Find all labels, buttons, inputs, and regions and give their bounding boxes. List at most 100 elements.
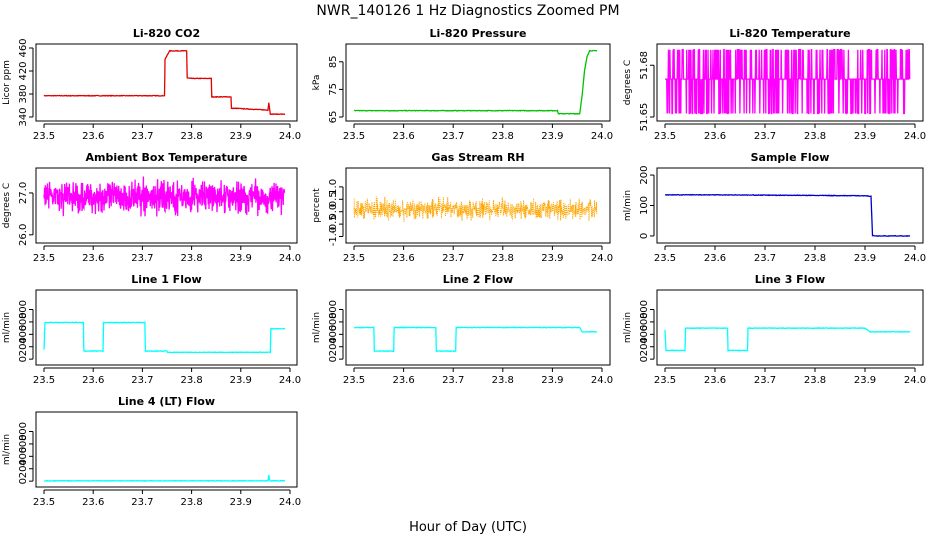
x-tick-label: 23.9 (854, 253, 876, 264)
x-tick-label: 23.6 (704, 131, 726, 142)
x-tick-label: 23.6 (82, 375, 104, 386)
x-tick-label: 23.5 (33, 497, 55, 508)
y-tick-label: 600 (328, 312, 339, 331)
chart-panel-1: Li-820 CO2 23.5 23.6 23.7 23.8 23.9 24.0 340 380… (2, 27, 301, 142)
x-tick-label: 23.7 (442, 253, 464, 264)
y-tick-label: 800 (18, 300, 29, 319)
y-tick-label: 0 (639, 356, 650, 362)
x-tick-label: 24.0 (279, 375, 301, 386)
x-tick-label: 23.8 (180, 375, 202, 386)
series-line (353, 196, 598, 223)
y-tick-label: 200 (18, 337, 29, 356)
plot-frame (345, 167, 611, 244)
plot-frame (656, 289, 924, 366)
y-axis-label: ml/min (2, 312, 12, 343)
panel-title: Gas Stream RH (431, 151, 524, 164)
x-tick-label: 23.7 (754, 375, 776, 386)
y-tick-label: 75 (328, 83, 339, 96)
y-axis-label: ml/min (623, 190, 633, 221)
panel-title: Sample Flow (751, 151, 830, 164)
y-tick-label: 340 (18, 107, 29, 126)
x-tick-label: 24.0 (591, 131, 613, 142)
x-tick-label: 23.6 (392, 131, 414, 142)
series-line (354, 49, 598, 115)
panel-title: Line 3 Flow (755, 273, 825, 286)
series-line (43, 176, 286, 217)
x-tick-label: 23.8 (180, 253, 202, 264)
series-line (43, 321, 286, 354)
x-tick-label: 24.0 (279, 131, 301, 142)
panel-title: Li-820 Pressure (430, 27, 527, 40)
x-tick-label: 24.0 (279, 497, 301, 508)
y-tick-label: 800 (639, 300, 650, 319)
y-tick-label: 51.68 (639, 51, 650, 80)
y-tick-label: -1.0 (328, 227, 339, 247)
x-tick-label: 23.7 (442, 131, 464, 142)
x-tick-label: 24.0 (279, 253, 301, 264)
x-tick-label: 23.8 (180, 131, 202, 142)
panel-title: Ambient Box Temperature (86, 151, 248, 164)
y-tick-label: 600 (639, 312, 650, 331)
series-line (664, 193, 911, 238)
x-tick-label: 23.6 (392, 253, 414, 264)
x-tick-label: 23.8 (492, 375, 514, 386)
x-tick-label: 23.5 (343, 375, 365, 386)
chart-panel-3: Li-820 Temperature 23.5 23.6 23.7 23.8 23.9 24… (623, 27, 926, 142)
x-tick-label: 23.7 (131, 131, 153, 142)
y-tick-label: 200 (639, 165, 650, 184)
x-tick-label: 23.9 (541, 253, 563, 264)
y-axis-label: ml/min (623, 312, 633, 343)
x-tick-label: 23.7 (754, 131, 776, 142)
y-tick-label: -0.5 (328, 214, 339, 234)
y-tick-label: 400 (18, 447, 29, 466)
y-tick-label: 0 (328, 356, 339, 362)
x-tick-label: 23.9 (854, 131, 876, 142)
figure-title: NWR_140126 1 Hz Diagnostics Zoomed PM (316, 3, 619, 19)
chart-panel-4: Ambient Box Temperature 23.5 23.6 23.7 23.8 2… (2, 151, 301, 264)
x-axis-label: Hour of Day (UTC) (409, 520, 527, 535)
x-tick-label: 23.6 (82, 497, 104, 508)
panel-title: Line 2 Flow (443, 273, 513, 286)
y-tick-label: 460 (18, 38, 29, 57)
series-line (665, 49, 911, 115)
x-tick-label: 24.0 (904, 375, 926, 386)
panel-title: Li-820 CO2 (133, 27, 200, 40)
y-tick-label: 600 (18, 312, 29, 331)
x-tick-label: 23.8 (492, 253, 514, 264)
y-tick-label: 200 (18, 459, 29, 478)
panel-title: Li-820 Temperature (729, 27, 850, 40)
y-tick-label: 26.0 (18, 224, 29, 246)
x-tick-label: 23.6 (704, 375, 726, 386)
x-tick-label: 24.0 (904, 131, 926, 142)
y-axis-label: percent (312, 188, 322, 223)
x-tick-label: 23.9 (541, 375, 563, 386)
y-axis-label: ml/min (312, 312, 322, 343)
y-tick-label: 400 (328, 325, 339, 344)
y-tick-label: 0.0 (328, 204, 339, 220)
x-tick-label: 23.7 (442, 375, 464, 386)
y-axis-label: degrees C (623, 60, 633, 105)
y-tick-label: 51.65 (639, 103, 650, 132)
chart-panel-2: Li-820 Pressure 23.5 23.6 23.7 23.8 23.9 24.0 6… (312, 27, 613, 142)
plot-frame (656, 167, 924, 244)
chart-panel-10: Line 4 (LT) Flow 23.5 23.6 23.7 23.8 23.9 24.0… (2, 395, 301, 508)
series-line (353, 326, 598, 353)
y-tick-label: 800 (328, 300, 339, 319)
series-line (43, 49, 286, 116)
y-axis-label: Licor ppm (2, 60, 12, 105)
x-tick-label: 23.9 (230, 253, 252, 264)
y-axis-label: ml/min (2, 434, 12, 465)
x-tick-label: 23.5 (33, 131, 55, 142)
chart-panel-9: Line 3 Flow 23.5 23.6 23.7 23.8 23.9 24.0 02004… (623, 273, 926, 386)
plot-frame (656, 43, 924, 122)
chart-panel-5: Gas Stream RH 23.5 23.6 23.7 23.8 23.9 24.0 -1.… (312, 151, 613, 264)
y-tick-label: 420 (18, 61, 29, 80)
x-tick-label: 24.0 (591, 375, 613, 386)
plot-frame (345, 43, 611, 122)
series-line (664, 327, 911, 352)
chart-panel-8: Line 2 Flow 23.5 23.6 23.7 23.8 23.9 24.0 02004… (312, 273, 613, 386)
y-tick-label: 65 (328, 111, 339, 124)
plot-frame (345, 289, 611, 366)
y-tick-label: 1.0 (328, 179, 339, 195)
